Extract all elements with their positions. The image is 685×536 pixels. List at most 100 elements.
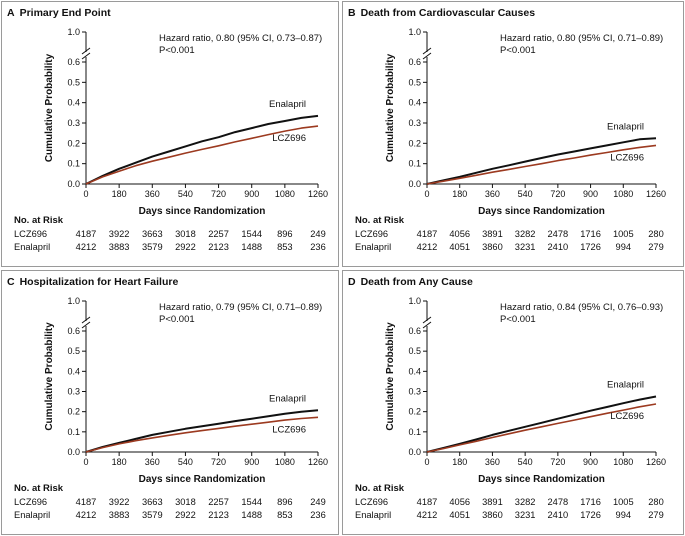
risk-row-name: Enalapril (355, 242, 392, 252)
x-tick-label: 540 (178, 189, 193, 199)
risk-count: 1488 (241, 510, 263, 520)
risk-count: 2922 (175, 242, 196, 252)
risk-row-name: LCZ696 (14, 229, 48, 239)
series-line-enalapril (426, 137, 657, 185)
y-axis-title: Cumulative Probability (44, 53, 55, 162)
risk-row-enalapril: Enalapril 4212 4051 3860 3231 2410 1726 994 279 (355, 510, 675, 522)
y-tick-label: 0.5 (67, 346, 80, 356)
risk-count: 853 (277, 510, 293, 520)
x-tick-label: 1260 (308, 189, 328, 199)
y-tick-label: 0.2 (408, 138, 421, 148)
risk-table-title: No. at Risk (355, 215, 405, 226)
risk-count: 1544 (241, 229, 263, 239)
km-plot: 1.0 0.0 0.1 0.2 0.3 0.4 0.5 0.6 0 180 360 540 720 900… (385, 27, 666, 217)
risk-row-enalapril: Enalapril 4212 4051 3860 3231 2410 1726 994 279 (355, 242, 675, 254)
risk-count: 853 (277, 242, 293, 252)
risk-count: 3883 (108, 510, 130, 520)
series-label-enalapril: Enalapril (607, 380, 644, 391)
x-tick-label: 0 (83, 457, 88, 467)
panel-letter: D (348, 276, 356, 288)
risk-count: 279 (648, 242, 664, 252)
hazard-ratio-text: Hazard ratio, 0.84 (95% CI, 0.76–0.93) (500, 302, 663, 313)
risk-count: 4051 (449, 510, 471, 520)
risk-count: 4187 (75, 229, 97, 239)
y-tick-label: 0.1 (408, 159, 421, 169)
risk-count: 896 (277, 229, 293, 239)
risk-count: 4187 (416, 497, 438, 507)
risk-count: 994 (615, 242, 632, 252)
x-tick-label: 360 (485, 457, 500, 467)
y-tick-label: 0.4 (408, 366, 421, 376)
y-axis-title: Cumulative Probability (385, 53, 396, 162)
x-tick-label: 720 (550, 457, 565, 467)
km-plot: 1.0 0.0 0.1 0.2 0.3 0.4 0.5 0.6 0 180 360 540 720 900… (44, 296, 328, 485)
x-tick-label: 1080 (275, 189, 295, 199)
x-tick-label: 1260 (308, 457, 328, 467)
risk-count: 2410 (547, 242, 569, 252)
p-value-text: P<0.001 (159, 314, 195, 325)
x-tick-label: 180 (452, 189, 467, 199)
axis-break-mark (81, 321, 91, 329)
risk-count: 1716 (580, 229, 601, 239)
y-tick-label: 0.0 (408, 179, 421, 189)
risk-count: 3860 (482, 242, 503, 252)
hazard-ratio-text: Hazard ratio, 0.80 (95% CI, 0.71–0.89) (500, 33, 663, 44)
risk-count: 3663 (141, 229, 163, 239)
series-line-enalapril (426, 395, 657, 453)
x-tick-label: 1080 (613, 189, 633, 199)
x-tick-label: 1260 (646, 457, 666, 467)
risk-count: 2257 (208, 497, 229, 507)
risk-table-title: No. at Risk (355, 483, 405, 494)
risk-count: 4212 (75, 242, 97, 252)
y-tick-label: 0.5 (408, 346, 421, 356)
x-tick-label: 1080 (613, 457, 633, 467)
risk-count: 280 (648, 497, 664, 507)
x-tick-label: 0 (424, 457, 429, 467)
x-tick-label: 180 (112, 457, 127, 467)
axis-break-mark (81, 47, 91, 55)
risk-row-lcz696: LCZ696 4187 3922 3663 3018 2257 1544 896 249 (14, 229, 334, 241)
panel-title: B Death from Cardiovascular Causes (348, 7, 535, 19)
series-line-lcz696 (426, 144, 657, 185)
x-tick-label: 180 (452, 457, 467, 467)
risk-row-enalapril: Enalapril 4212 3883 3579 2922 2123 1488 853 236 (14, 242, 334, 254)
y-tick-label: 0.2 (67, 138, 80, 148)
risk-count: 279 (648, 510, 664, 520)
p-value-text: P<0.001 (159, 45, 195, 56)
hazard-ratio-text: Hazard ratio, 0.79 (95% CI, 0.71–0.89) (159, 302, 322, 313)
y-tick-label: 0.4 (67, 366, 80, 376)
risk-count: 3891 (482, 497, 503, 507)
risk-count: 2123 (208, 242, 229, 252)
x-tick-label: 720 (211, 189, 226, 199)
risk-count: 1716 (580, 497, 601, 507)
axis-break-mark (81, 52, 91, 60)
risk-count: 4212 (416, 510, 438, 520)
series-label-lcz696: LCZ696 (610, 152, 644, 163)
x-tick-label: 900 (244, 189, 259, 199)
y-tick-label: 0.0 (67, 447, 80, 457)
y-tick-label: 0.4 (67, 98, 80, 108)
y-tick-label: 0.5 (67, 77, 80, 87)
x-tick-label: 1260 (646, 189, 666, 199)
y-tick-label: 0.5 (408, 77, 421, 87)
risk-count: 3231 (514, 510, 536, 520)
km-plot: 1.0 0.0 0.1 0.2 0.3 0.4 0.5 0.6 0 180 360 540 720 900… (44, 27, 328, 217)
risk-count: 3282 (514, 497, 536, 507)
x-tick-label: 720 (211, 457, 226, 467)
risk-count: 3579 (141, 242, 163, 252)
series-label-enalapril: Enalapril (269, 99, 306, 110)
y-tick-label: 0.1 (408, 427, 421, 437)
risk-count: 3018 (175, 497, 196, 507)
y-tick-label: 0.0 (67, 179, 80, 189)
risk-count: 3231 (514, 242, 536, 252)
y-tick-label: 0.1 (67, 159, 80, 169)
risk-count: 3579 (141, 510, 163, 520)
axis-break-mark (422, 321, 432, 329)
risk-count: 249 (310, 229, 326, 239)
risk-table-title: No. at Risk (14, 215, 64, 226)
y-tick-label: 0.1 (67, 427, 80, 437)
risk-count: 1544 (241, 497, 263, 507)
risk-table-title: No. at Risk (14, 483, 64, 494)
p-value-text: P<0.001 (500, 314, 536, 325)
y-tick-label: 1.0 (67, 296, 80, 306)
